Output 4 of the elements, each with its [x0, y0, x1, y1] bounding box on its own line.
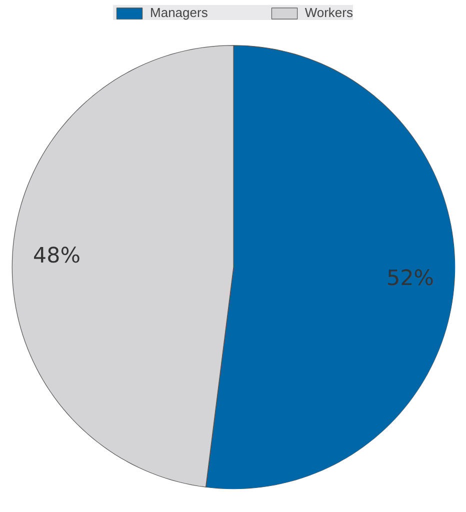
data-label: 48%: [33, 243, 80, 268]
data-label: 52%: [386, 266, 434, 291]
legend-label: Workers: [304, 5, 353, 20]
legend-label: Managers: [150, 5, 208, 20]
